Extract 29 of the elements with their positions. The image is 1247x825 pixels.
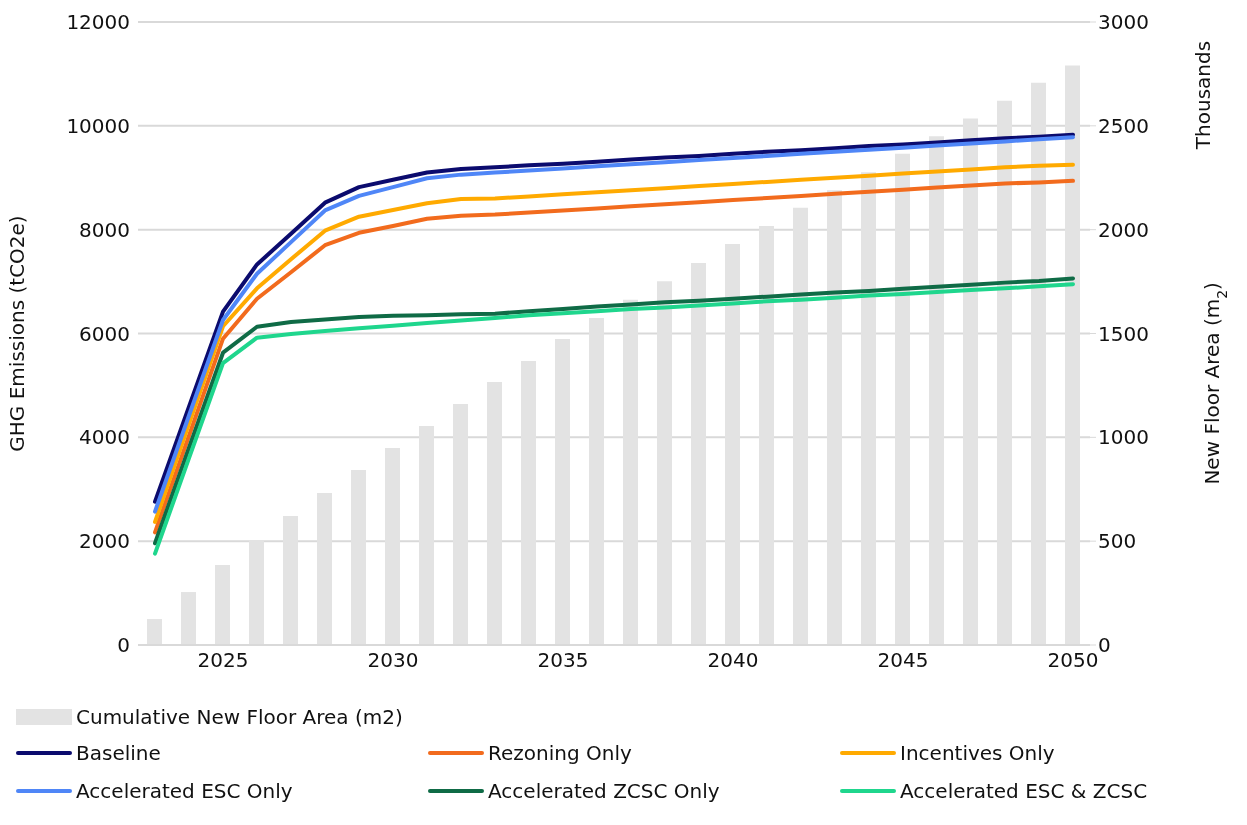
y2-tick-label: 2500: [1098, 113, 1149, 138]
y2-tick-label: 1500: [1098, 321, 1149, 346]
y-tick-label: 2000: [79, 529, 130, 554]
y-tick-label: 4000: [79, 425, 130, 450]
legend-label: Cumulative New Floor Area (m2): [76, 705, 403, 729]
y2-tick-label: 2000: [1098, 217, 1149, 242]
x-tick-label: 2050: [1047, 648, 1099, 673]
y2-tick-label: 3000: [1098, 10, 1149, 35]
x-tick-label: 2040: [707, 648, 759, 673]
y2-tick-label: 500: [1098, 529, 1137, 554]
y-tick-label: 8000: [79, 217, 130, 242]
legend-label: Accelerated ESC Only: [76, 779, 293, 803]
y-tick-label: 0: [117, 633, 130, 658]
y-axis-title: GHG Emissions (tCO2e): [5, 215, 29, 452]
text: Thousands: [1191, 40, 1215, 150]
legend-label: Accelerated ESC & ZCSC: [900, 779, 1148, 803]
x-tick-label: 2025: [197, 648, 249, 673]
legend-label: Baseline: [76, 741, 161, 765]
legend-label: Incentives Only: [900, 741, 1055, 765]
legend-label: Accelerated ZCSC Only: [488, 779, 720, 803]
x-tick-label: 2035: [537, 648, 589, 673]
x-tick-label: 2030: [367, 648, 419, 673]
x-tick-label: 2045: [877, 648, 929, 673]
y-tick-label: 6000: [79, 321, 130, 346]
y-tick-label: 12000: [66, 10, 130, 35]
y2-tick-label: 0: [1098, 633, 1111, 658]
y2-tick-label: 1000: [1098, 425, 1149, 450]
legend-label: Rezoning Only: [488, 741, 632, 765]
y-tick-label: 10000: [66, 113, 130, 138]
